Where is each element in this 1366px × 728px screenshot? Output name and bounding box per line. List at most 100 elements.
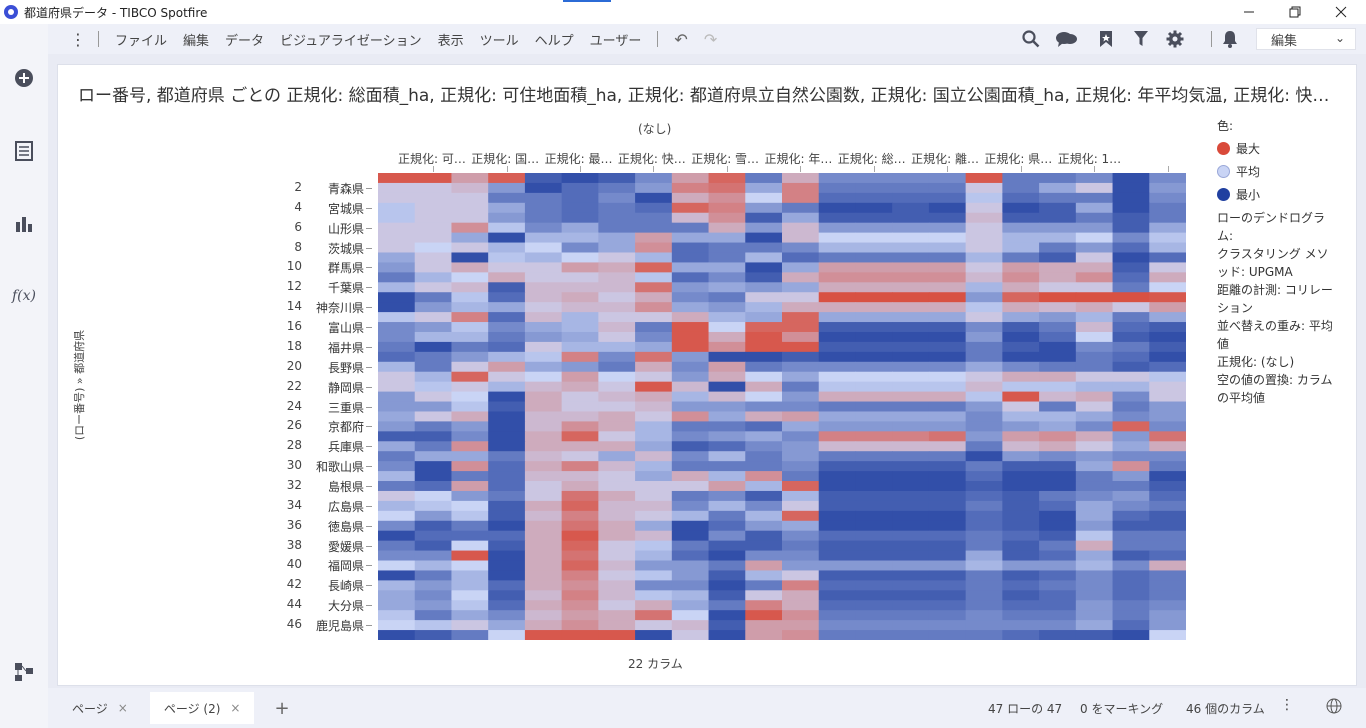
- heatmap-cell[interactable]: [1002, 620, 1040, 631]
- heatmap-cell[interactable]: [708, 232, 746, 244]
- row-prefecture-label[interactable]: 徳島県: [327, 519, 364, 534]
- heatmap-cell[interactable]: [1002, 550, 1040, 562]
- heatmap-cell[interactable]: [1075, 371, 1114, 383]
- heatmap-cell[interactable]: [524, 530, 563, 542]
- heatmap-cell[interactable]: [818, 610, 857, 621]
- heatmap-cell[interactable]: [855, 312, 893, 323]
- heatmap-cell[interactable]: [928, 361, 967, 373]
- heatmap-cell[interactable]: [855, 212, 893, 224]
- more-menu-icon[interactable]: ⋮: [70, 29, 86, 49]
- heatmap-cell[interactable]: [1002, 510, 1040, 522]
- heatmap-cell[interactable]: [1149, 580, 1186, 591]
- heatmap-cell[interactable]: [892, 262, 930, 273]
- heatmap-cell[interactable]: [635, 302, 673, 313]
- heatmap-cell[interactable]: [818, 620, 857, 631]
- heatmap-cell[interactable]: [1112, 351, 1150, 363]
- heatmap-cell[interactable]: [965, 520, 1003, 532]
- bell-icon[interactable]: [1219, 28, 1241, 50]
- heatmap-cell[interactable]: [598, 371, 636, 383]
- heatmap-cell[interactable]: [1075, 331, 1114, 343]
- heatmap-cell[interactable]: [708, 411, 746, 423]
- heatmap-cell[interactable]: [965, 262, 1003, 273]
- heatmap-cell[interactable]: [782, 560, 820, 572]
- heatmap-cell[interactable]: [378, 173, 416, 184]
- heatmap-cell[interactable]: [1002, 530, 1040, 542]
- heatmap-cell[interactable]: [524, 351, 563, 363]
- heatmap-cell[interactable]: [708, 322, 746, 333]
- heatmap-cell[interactable]: [1002, 252, 1040, 264]
- heatmap-cell[interactable]: [818, 302, 857, 313]
- heatmap-cell[interactable]: [855, 322, 893, 333]
- heatmap-cell[interactable]: [965, 331, 1003, 343]
- heatmap-cell[interactable]: [1002, 520, 1040, 532]
- heatmap-cell[interactable]: [561, 401, 599, 413]
- heatmap-cell[interactable]: [1112, 560, 1150, 572]
- heatmap-cell[interactable]: [1149, 530, 1186, 542]
- heatmap-cell[interactable]: [1112, 500, 1150, 512]
- heatmap-cell[interactable]: [855, 292, 893, 303]
- heatmap-cell[interactable]: [708, 481, 746, 492]
- heatmap-cell[interactable]: [561, 560, 599, 572]
- heatmap-cell[interactable]: [1002, 630, 1040, 640]
- heatmap-cell[interactable]: [745, 292, 783, 303]
- heatmap-cell[interactable]: [378, 292, 416, 303]
- heatmap-cell[interactable]: [928, 461, 967, 472]
- heatmap-cell[interactable]: [1039, 600, 1077, 611]
- heatmap-cell[interactable]: [928, 322, 967, 333]
- heatmap-cell[interactable]: [488, 212, 526, 224]
- heatmap-cell[interactable]: [671, 182, 710, 194]
- heatmap-cell[interactable]: [414, 381, 453, 393]
- heatmap-cell[interactable]: [561, 252, 599, 264]
- menu-tools[interactable]: ツール: [479, 33, 519, 49]
- heatmap-cell[interactable]: [782, 222, 820, 234]
- heatmap-cell[interactable]: [451, 500, 489, 512]
- heatmap-cell[interactable]: [488, 610, 526, 621]
- heatmap-cell[interactable]: [708, 182, 746, 194]
- heatmap-cell[interactable]: [1039, 182, 1077, 194]
- heatmap-cell[interactable]: [1002, 461, 1040, 472]
- heatmap-cell[interactable]: [671, 371, 710, 383]
- heatmap-cell[interactable]: [414, 490, 453, 502]
- heatmap-cell[interactable]: [965, 580, 1003, 591]
- heatmap-cell[interactable]: [635, 361, 673, 373]
- heatmap-cell[interactable]: [1149, 481, 1186, 492]
- heatmap-cell[interactable]: [561, 610, 599, 621]
- heatmap-cell[interactable]: [782, 471, 820, 482]
- heatmap-cell[interactable]: [414, 421, 453, 432]
- heatmap-cell[interactable]: [1112, 202, 1150, 214]
- heatmap-cell[interactable]: [1039, 570, 1077, 581]
- heatmap-cell[interactable]: [965, 322, 1003, 333]
- heatmap-cell[interactable]: [818, 192, 857, 204]
- heatmap-cell[interactable]: [928, 272, 967, 283]
- heatmap-cell[interactable]: [561, 381, 599, 393]
- heatmap-cell[interactable]: [965, 530, 1003, 542]
- heatmap-cell[interactable]: [561, 371, 599, 383]
- heatmap-cell[interactable]: [1002, 173, 1040, 184]
- heatmap-cell[interactable]: [414, 173, 453, 184]
- heatmap-cell[interactable]: [414, 560, 453, 572]
- heatmap-cell[interactable]: [965, 431, 1003, 442]
- heatmap-cell[interactable]: [928, 292, 967, 303]
- heatmap-cell[interactable]: [598, 550, 636, 562]
- heatmap-cell[interactable]: [1002, 222, 1040, 234]
- heatmap-cell[interactable]: [488, 312, 526, 323]
- heatmap-cell[interactable]: [488, 570, 526, 581]
- heatmap-cell[interactable]: [892, 182, 930, 194]
- heatmap-cell[interactable]: [598, 570, 636, 581]
- heatmap-cell[interactable]: [745, 510, 783, 522]
- heatmap-cell[interactable]: [414, 401, 453, 413]
- heatmap-cell[interactable]: [1002, 580, 1040, 591]
- heatmap-cell[interactable]: [488, 441, 526, 452]
- heatmap-cell[interactable]: [782, 242, 820, 254]
- column-header-label[interactable]: 正規化: 年…: [764, 152, 833, 166]
- heatmap-cell[interactable]: [1039, 520, 1077, 532]
- heatmap-cell[interactable]: [855, 570, 893, 581]
- heatmap-cell[interactable]: [561, 361, 599, 373]
- heatmap-cell[interactable]: [1039, 272, 1077, 283]
- heatmap-cell[interactable]: [561, 202, 599, 214]
- heatmap-cell[interactable]: [635, 441, 673, 452]
- heatmap-cell[interactable]: [671, 600, 710, 611]
- heatmap-cell[interactable]: [598, 322, 636, 333]
- heatmap-cell[interactable]: [671, 401, 710, 413]
- heatmap-cell[interactable]: [451, 192, 489, 204]
